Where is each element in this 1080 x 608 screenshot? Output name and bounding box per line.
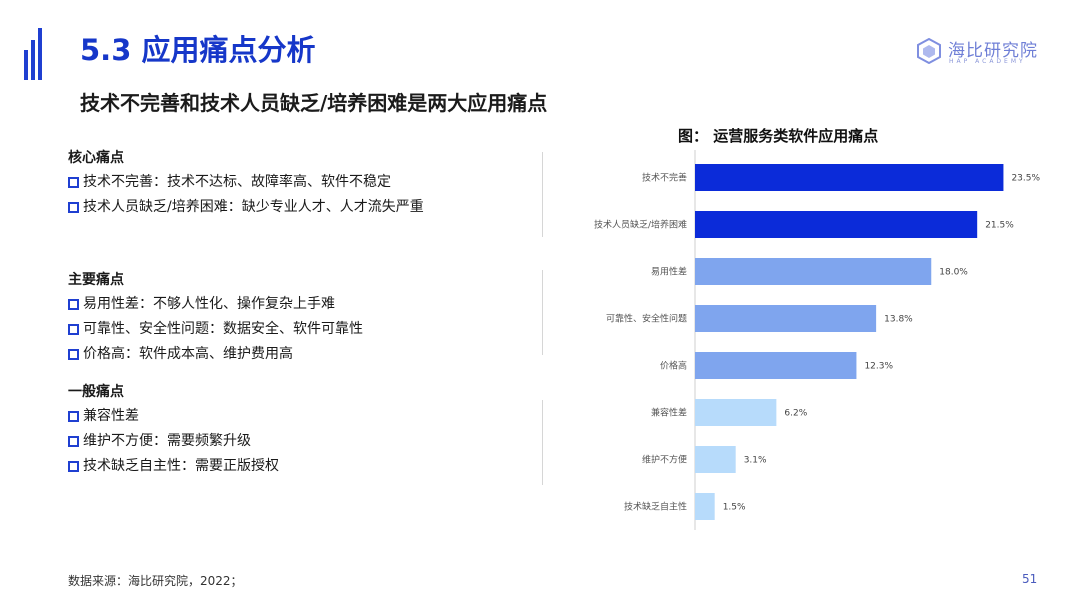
page-number: 51	[1022, 572, 1038, 586]
cube-logo-icon	[917, 38, 941, 64]
bar	[695, 399, 777, 426]
list-item: 维护不方便：需要频繁升级	[68, 429, 279, 454]
group-title: 一般痛点	[68, 384, 124, 400]
square-bullet-icon	[68, 349, 79, 360]
divider-line	[542, 270, 543, 355]
square-bullet-icon	[68, 202, 79, 213]
category-label: 技术不完善	[642, 172, 687, 184]
category-label: 维护不方便	[642, 454, 687, 466]
divider-line	[542, 152, 543, 237]
bar	[695, 352, 857, 379]
pain-group-general: 一般痛点 兼容性差 维护不方便：需要频繁升级 技术缺乏自主性：需要正版授权	[68, 380, 279, 479]
value-label: 18.0%	[939, 268, 968, 278]
square-bullet-icon	[68, 299, 79, 310]
list-item: 兼容性差	[68, 404, 279, 429]
category-label: 技术人员缺乏/培养困难	[594, 219, 687, 231]
data-source: 数据来源：海比研究院，2022；	[68, 574, 243, 588]
value-label: 23.5%	[1011, 174, 1040, 184]
group-title: 主要痛点	[68, 272, 124, 288]
value-label: 3.1%	[744, 456, 767, 466]
item-text: 易用性差：不够人性化、操作复杂上手难	[83, 296, 335, 312]
square-bullet-icon	[68, 324, 79, 335]
square-bullet-icon	[68, 436, 79, 447]
divider-line	[542, 400, 543, 485]
bar	[695, 305, 877, 332]
item-text: 可靠性、安全性问题：数据安全、软件可靠性	[83, 321, 363, 337]
list-item: 易用性差：不够人性化、操作复杂上手难	[68, 292, 363, 317]
item-text: 技术不完善：技术不达标、故障率高、软件不稳定	[83, 174, 391, 190]
value-label: 21.5%	[985, 221, 1014, 231]
pain-group-major: 主要痛点 易用性差：不够人性化、操作复杂上手难 可靠性、安全性问题：数据安全、软…	[68, 268, 363, 367]
value-label: 13.8%	[884, 315, 913, 325]
list-item: 价格高：软件成本高、维护费用高	[68, 342, 363, 367]
list-item: 可靠性、安全性问题：数据安全、软件可靠性	[68, 317, 363, 342]
square-bullet-icon	[68, 177, 79, 188]
item-text: 价格高：软件成本高、维护费用高	[83, 346, 293, 362]
bar	[695, 493, 715, 520]
list-item: 技术人员缺乏/培养困难：缺少专业人才、人才流失严重	[68, 195, 424, 220]
logo-name: 海比研究院	[948, 41, 1038, 61]
headline: 技术不完善和技术人员缺乏/培养困难是两大应用痛点	[80, 91, 548, 115]
square-bullet-icon	[68, 461, 79, 472]
category-label: 技术缺乏自主性	[624, 501, 687, 513]
brand-logo: 海比研究院 HAP ACADEMY	[916, 36, 1046, 70]
bar	[695, 164, 1004, 191]
category-label: 易用性差	[651, 266, 687, 278]
list-item: 技术不完善：技术不达标、故障率高、软件不稳定	[68, 170, 424, 195]
title-decoration-bars	[24, 28, 54, 80]
value-label: 6.2%	[784, 409, 807, 419]
item-text: 兼容性差	[83, 408, 139, 424]
bar	[695, 258, 932, 285]
category-label: 价格高	[660, 360, 687, 372]
value-label: 1.5%	[723, 503, 746, 513]
chart-title: 图： 运营服务类软件应用痛点	[678, 127, 879, 145]
item-text: 维护不方便：需要频繁升级	[83, 433, 251, 449]
bar	[695, 446, 736, 473]
category-label: 兼容性差	[651, 407, 687, 419]
square-bullet-icon	[68, 411, 79, 422]
group-title: 核心痛点	[68, 150, 124, 166]
pain-group-core: 核心痛点 技术不完善：技术不达标、故障率高、软件不稳定 技术人员缺乏/培养困难：…	[68, 146, 424, 220]
item-text: 技术人员缺乏/培养困难：缺少专业人才、人才流失严重	[83, 199, 424, 215]
page-title: 5.3 应用痛点分析	[80, 33, 316, 67]
bar-chart: 技术不完善 23.5% 技术人员缺乏/培养困难 21.5% 易用性差 18.0% 可靠性、安…	[594, 150, 1040, 530]
category-label: 可靠性、安全性问题	[606, 313, 687, 325]
bar	[695, 211, 978, 238]
logo-subtext: HAP ACADEMY	[949, 58, 1026, 65]
list-item: 技术缺乏自主性：需要正版授权	[68, 454, 279, 479]
value-label: 12.3%	[864, 362, 893, 372]
item-text: 技术缺乏自主性：需要正版授权	[83, 458, 279, 474]
